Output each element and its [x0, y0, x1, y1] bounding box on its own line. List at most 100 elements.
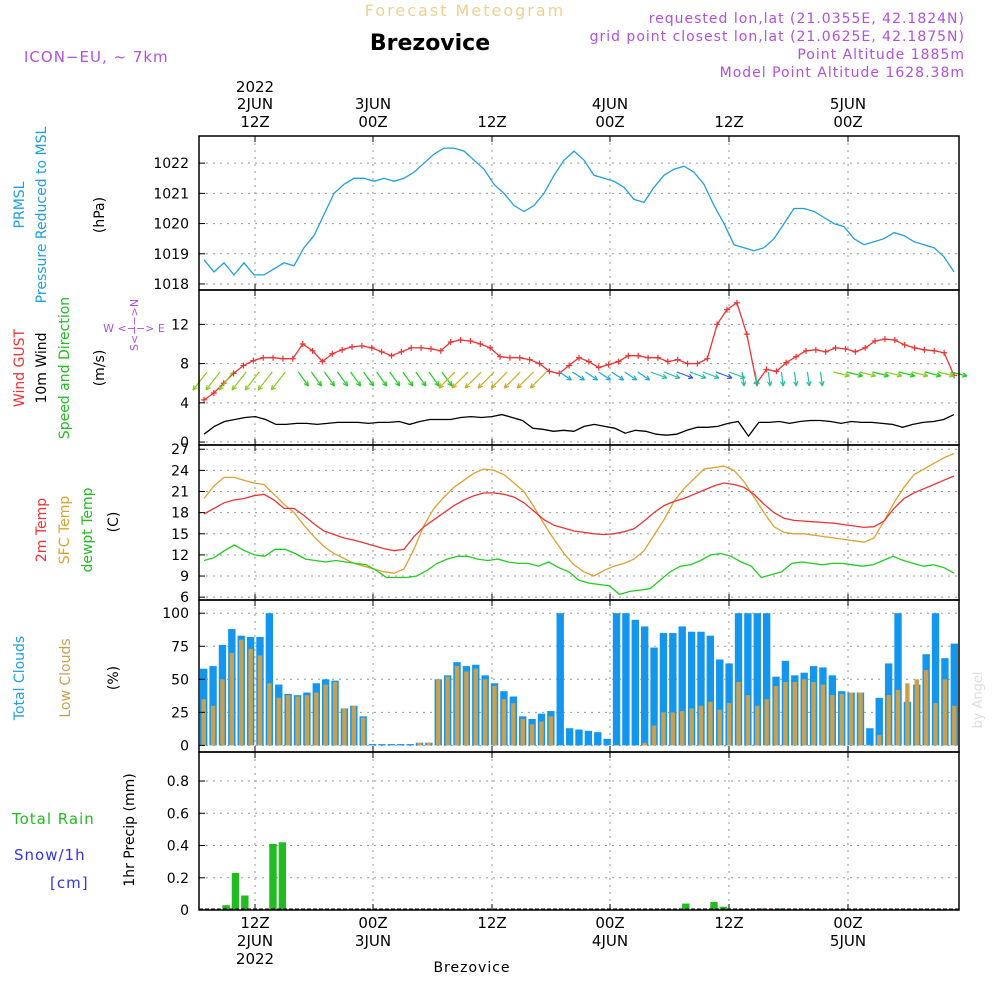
total-cloud-bar: [603, 738, 611, 746]
wind-direction-arrow: [689, 371, 707, 379]
gust-line-point: [684, 360, 691, 367]
low-cloud-bar: [220, 679, 225, 746]
wind-arrow-head: [329, 380, 336, 387]
gust-line-point: [783, 359, 790, 366]
wind-arrow-head: [342, 380, 349, 387]
wind-arrow-head: [218, 384, 224, 391]
total-cloud-bar: [650, 647, 658, 746]
rain-bar: [269, 843, 277, 910]
wind-direction-arrow: [516, 371, 534, 389]
gust-line-point: [891, 337, 898, 344]
low-cloud-bar: [539, 721, 544, 746]
gust-line-point: [921, 346, 928, 353]
wind-arrow-head: [819, 381, 825, 387]
wind-direction-arrow: [754, 371, 758, 387]
wind-arrow-head: [464, 383, 471, 389]
wind-arrow-head: [205, 384, 211, 391]
precip-label-snow: Snow/1h: [14, 846, 86, 864]
low-cloud-bar: [295, 696, 300, 746]
rain-bar: [775, 908, 784, 910]
footer-location: Brezovice: [433, 960, 510, 976]
wind-direction-arrow: [441, 371, 453, 387]
top-time-label: 00Z: [833, 113, 862, 131]
wind-direction-arrow: [415, 371, 427, 387]
gust-line-point: [408, 344, 415, 351]
wind-direction-arrow: [924, 371, 942, 377]
gust-line-point: [467, 338, 474, 345]
top-time-label: 2022: [236, 78, 274, 96]
total-cloud-bar: [950, 643, 958, 746]
low-cloud-bar: [670, 712, 676, 746]
gust-line-point: [388, 352, 395, 359]
wind-direction-arrow: [244, 371, 260, 391]
low-cloud-bar: [323, 684, 328, 746]
compass-sn: S<−−>N: [128, 299, 141, 351]
wind-arrow-head: [870, 372, 877, 378]
y-tick-label: 0: [180, 435, 189, 451]
wind-arrow-head: [192, 384, 198, 391]
total-cloud-bar: [584, 730, 593, 746]
wind-direction-arrow: [559, 371, 572, 381]
wind-line: [203, 413, 955, 438]
wind-direction-arrow: [477, 371, 495, 389]
y-tick-label: 9: [180, 569, 189, 585]
total-cloud-bar: [875, 697, 883, 746]
low-cloud-bar: [454, 666, 460, 746]
temp-label-2: SFC Temp: [57, 496, 73, 565]
wind-arrow-head: [434, 380, 440, 387]
wind-arrow-head: [490, 383, 497, 389]
rain-bar: [710, 901, 718, 910]
y-tick-label: 0.4: [167, 839, 189, 855]
requested-coords: requested lon,lat (21.0355E, 42.1824N): [649, 11, 965, 27]
point-altitude: Point Altitude 1885m: [797, 47, 965, 63]
wind-direction-arrow: [872, 371, 889, 377]
low-cloud-bar: [933, 703, 938, 746]
low-cloud-bar: [473, 668, 478, 746]
gust-line-point: [743, 331, 750, 338]
axes-layer: 1018101910201021102204812691215182124270…: [153, 135, 960, 919]
wind-arrow-head: [231, 384, 237, 391]
low-cloud-bar: [417, 742, 422, 746]
low-cloud-bar: [342, 708, 347, 746]
low-cloud-bar: [952, 705, 957, 746]
gust-line-point: [210, 390, 217, 397]
wind-arrow-head: [477, 383, 484, 389]
gust-line-point: [645, 354, 652, 361]
gust-line-point: [349, 343, 356, 350]
gust-line-point: [812, 346, 819, 353]
gust-line-point: [625, 352, 632, 359]
y-tick-label: 1021: [153, 186, 189, 202]
temp-label-1: 2m Temp: [34, 498, 50, 562]
top-time-label: 2JUN: [237, 95, 273, 113]
gust-line-point: [605, 361, 612, 368]
total-cloud-bar: [678, 626, 686, 746]
wind-direction-arrow: [529, 371, 547, 389]
wind-arrow-head: [408, 380, 414, 387]
low-cloud-bar: [680, 711, 685, 746]
total-cloud-bar: [612, 613, 621, 746]
wind-direction-arrow: [464, 371, 482, 389]
y-tick-label: 0.2: [167, 871, 189, 887]
low-cloud-bar: [642, 742, 647, 746]
top-time-label: 00Z: [595, 113, 624, 131]
low-cloud-bar: [210, 705, 216, 746]
low-cloud-bar: [257, 655, 263, 746]
wind-direction-arrow: [490, 371, 508, 389]
cloud-panel-labels: Total Clouds Low Clouds (%): [12, 636, 122, 721]
low-cloud-bar: [820, 684, 826, 746]
wind-arrow-head: [605, 375, 612, 381]
pressure-label-1: PRMSL: [12, 181, 28, 228]
y-tick-label: 1020: [153, 217, 189, 233]
y-tick-label: 0: [180, 738, 189, 754]
wind-arrow-head: [270, 384, 277, 391]
low-cloud-bar: [811, 681, 816, 746]
y-tick-label: 0.6: [167, 806, 189, 822]
panel-frame: [198, 751, 960, 911]
gust-line-point: [664, 358, 671, 365]
bottom-time-label: 00Z: [833, 914, 862, 932]
y-tick-label: 15: [171, 527, 189, 543]
gust-line-point: [931, 347, 938, 354]
gust-line-point: [615, 358, 622, 365]
y-tick-label: 0: [180, 903, 189, 919]
